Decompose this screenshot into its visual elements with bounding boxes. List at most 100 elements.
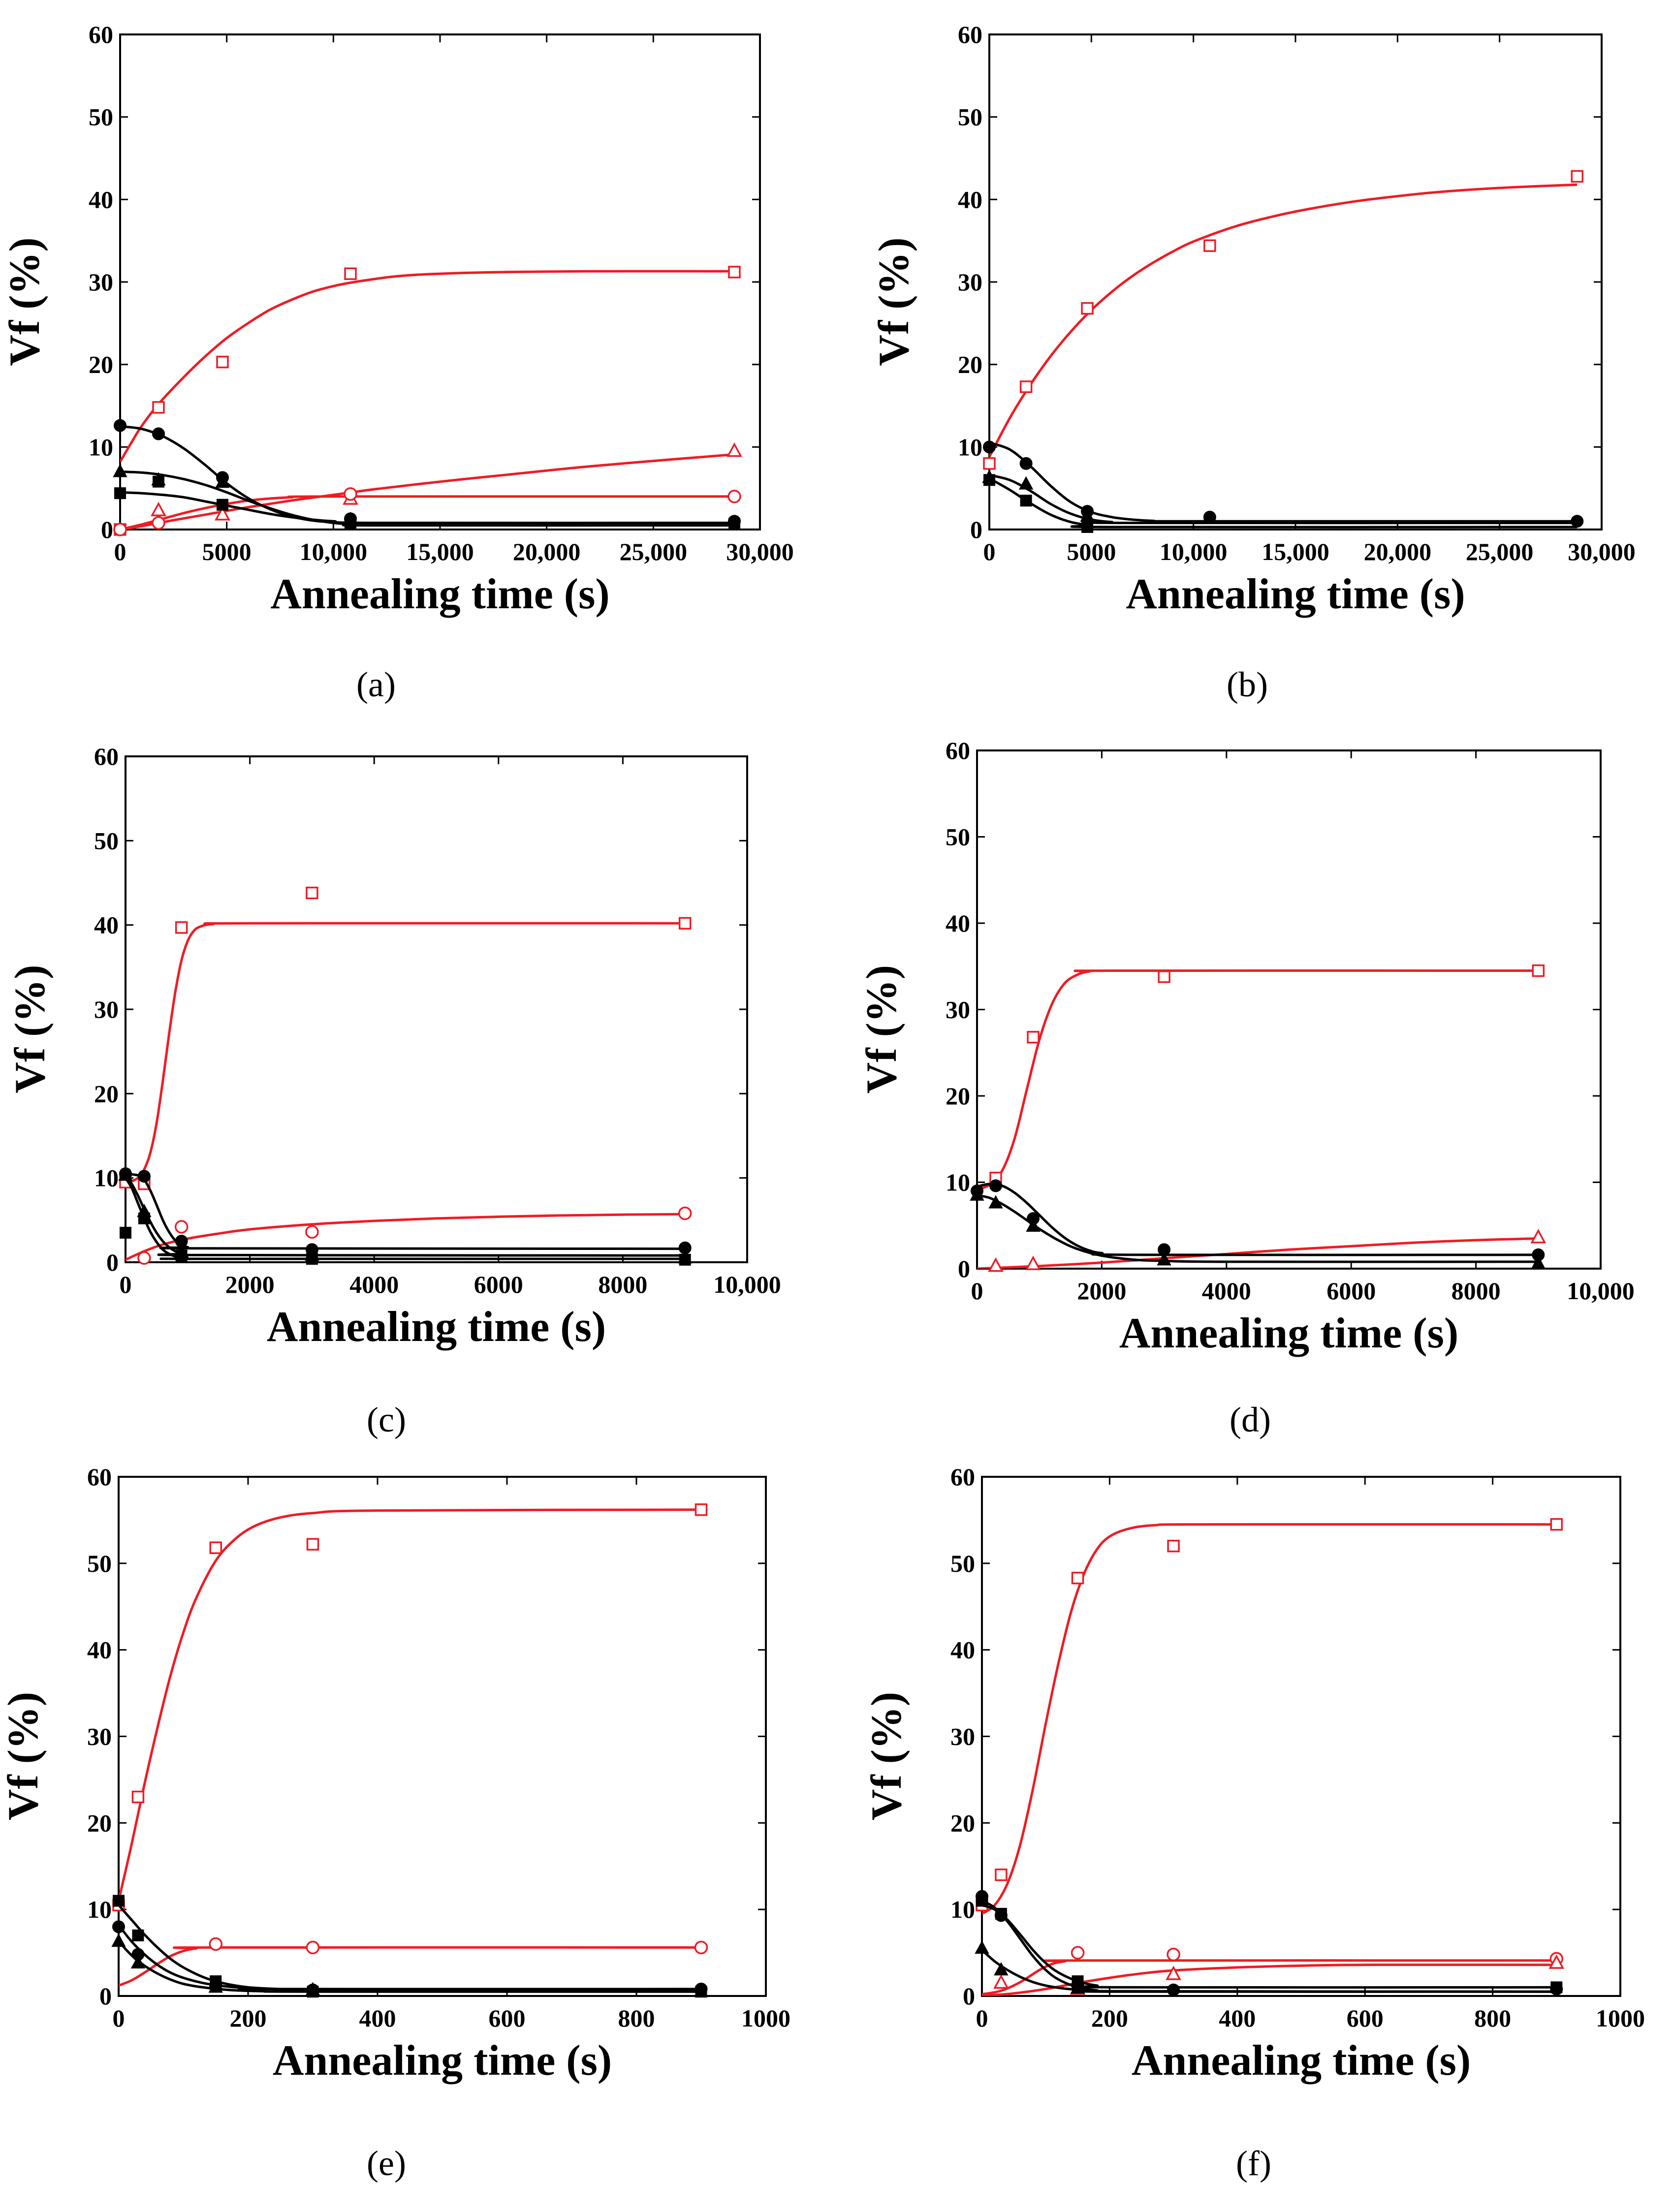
x-tick-label: 0 xyxy=(971,1277,983,1305)
x-tick-label: 2000 xyxy=(1077,1277,1126,1305)
data-point-triangle xyxy=(1548,1954,1565,1969)
data-point-square xyxy=(306,886,318,900)
data-point-triangle xyxy=(1018,476,1034,490)
x-tick-label: 30,000 xyxy=(1568,538,1636,565)
data-point-square xyxy=(1019,380,1033,393)
x-axis-title: Annealing time (s) xyxy=(1132,2037,1471,2085)
x-tick-label: 1000 xyxy=(1596,2004,1645,2032)
fit-curve xyxy=(982,1904,1557,1989)
y-tick-label: 10 xyxy=(958,433,982,461)
x-tick-label: 400 xyxy=(359,2004,396,2032)
data-point-square xyxy=(976,1895,988,1907)
fit-curve xyxy=(120,453,735,530)
x-tick-label: 15,000 xyxy=(406,538,474,565)
x-tick-label: 0 xyxy=(976,2004,988,2032)
data-point-triangle xyxy=(215,506,230,521)
fit-curve xyxy=(126,922,685,1185)
x-axis-title: Annealing time (s) xyxy=(273,2037,612,2085)
y-tick-label: 40 xyxy=(87,1636,112,1664)
data-point-triangle xyxy=(994,1962,1009,1976)
data-point-triangle xyxy=(118,1167,133,1181)
panel-caption: (d) xyxy=(1230,1400,1271,1439)
data-point-square xyxy=(1167,1539,1180,1553)
x-tick-label: 5000 xyxy=(202,538,252,565)
x-tick-label: 15,000 xyxy=(1262,538,1329,565)
x-tick-label: 10,000 xyxy=(1160,538,1228,565)
data-point-circle xyxy=(678,1206,692,1220)
data-point-triangle xyxy=(151,501,166,517)
x-tick-label: 25,000 xyxy=(1466,538,1534,565)
series-black-filled-square xyxy=(120,1177,691,1266)
y-tick-label: 50 xyxy=(87,1550,112,1577)
data-point-circle xyxy=(113,523,127,536)
data-point-square xyxy=(306,1253,318,1265)
panel-caption: (c) xyxy=(367,1400,406,1439)
y-tick-label: 50 xyxy=(94,827,119,854)
y-axis-title: Vf (%) xyxy=(863,1692,911,1820)
data-point-triangle xyxy=(993,1974,1009,1989)
y-tick-label: 10 xyxy=(946,1169,970,1196)
data-point-circle xyxy=(114,419,126,432)
y-axis-title: Vf (%) xyxy=(858,965,906,1093)
x-tick-label: 4000 xyxy=(349,1271,399,1298)
data-point-square xyxy=(1027,1030,1040,1044)
series-black-filled-circle xyxy=(983,440,1584,528)
data-point-square xyxy=(153,475,164,488)
y-tick-label: 0 xyxy=(970,516,982,543)
y-tick-label: 10 xyxy=(950,1896,975,1923)
fit-curve xyxy=(120,491,735,525)
data-point-square xyxy=(131,1790,145,1804)
data-point-circle xyxy=(137,1251,151,1265)
data-point-square xyxy=(132,1929,144,1941)
data-point-square xyxy=(1550,1981,1563,1994)
x-tick-label: 0 xyxy=(114,538,126,565)
x-tick-label: 20,000 xyxy=(1364,538,1432,565)
y-tick-label: 40 xyxy=(950,1636,975,1664)
data-point-square xyxy=(1158,970,1170,983)
data-point-circle xyxy=(174,1220,189,1234)
x-tick-label: 6000 xyxy=(1326,1277,1376,1305)
x-tick-label: 200 xyxy=(1091,2004,1128,2032)
y-tick-label: 20 xyxy=(958,351,982,378)
data-point-circle xyxy=(305,1225,319,1239)
series-red-open-circle xyxy=(113,487,741,536)
series-red-open-circle xyxy=(982,1946,1564,1995)
data-point-triangle xyxy=(988,1257,1004,1272)
data-point-triangle xyxy=(1531,1255,1546,1269)
y-tick-label: 0 xyxy=(958,1255,970,1282)
data-point-square xyxy=(120,1227,131,1239)
x-tick-label: 10,000 xyxy=(300,538,368,565)
series-red-open-circle xyxy=(119,1937,708,1987)
data-point-square xyxy=(217,498,228,511)
series-red-open-triangle xyxy=(977,1229,1547,1272)
y-tick-label: 20 xyxy=(946,1082,970,1110)
data-point-triangle xyxy=(970,1187,984,1201)
x-tick-label: 1000 xyxy=(741,2004,790,2032)
data-point-square xyxy=(694,1503,708,1516)
x-tick-label: 6000 xyxy=(474,1271,523,1298)
panel-d: 0 2000 4000 6000 8000 10,000 0 10 20 30 40 50 60 Anne… xyxy=(858,737,1635,1439)
data-point-triangle xyxy=(111,1933,126,1947)
x-tick-label: 800 xyxy=(618,2004,655,2032)
data-point-triangle xyxy=(130,1955,146,1969)
data-point-square xyxy=(216,355,229,369)
x-tick-label: 8000 xyxy=(1452,1277,1501,1305)
fit-curve xyxy=(126,1213,685,1261)
x-tick-label: 10,000 xyxy=(713,1271,781,1298)
x-tick-label: 0 xyxy=(983,538,996,565)
y-tick-label: 40 xyxy=(89,186,113,213)
y-tick-label: 30 xyxy=(950,1723,975,1750)
y-tick-label: 30 xyxy=(946,996,970,1024)
x-tick-label: 30,000 xyxy=(726,538,794,565)
data-point-circle xyxy=(1167,1947,1180,1962)
x-tick-label: 20,000 xyxy=(513,538,581,565)
x-axis-title: Annealing time (s) xyxy=(1126,570,1465,618)
data-point-square xyxy=(728,518,740,530)
data-point-circle xyxy=(1571,515,1584,528)
y-tick-label: 20 xyxy=(950,1809,975,1837)
data-point-triangle xyxy=(1157,1252,1171,1266)
y-tick-label: 10 xyxy=(87,1896,112,1923)
panel-caption: (e) xyxy=(367,2144,406,2183)
data-point-circle xyxy=(1203,510,1216,524)
